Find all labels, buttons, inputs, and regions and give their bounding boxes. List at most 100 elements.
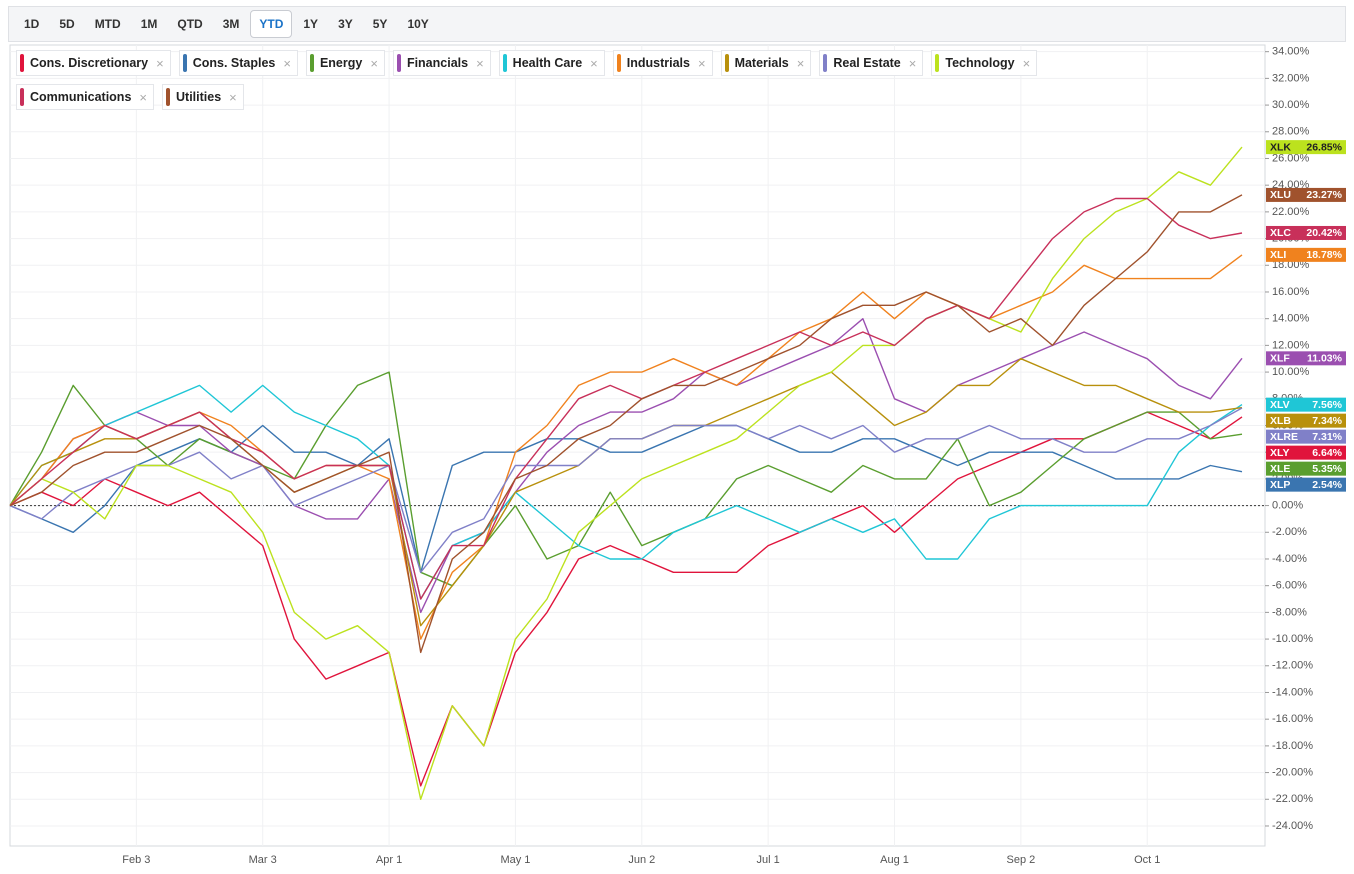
series-line <box>9 411 1243 787</box>
legend-remove[interactable]: × <box>697 55 706 71</box>
y-tick-label: -2.00% <box>1272 526 1307 538</box>
end-label-ticker: XLP <box>1270 479 1290 491</box>
range-button[interactable]: 3Y <box>338 17 353 31</box>
end-label: XLI 18.78% <box>1266 247 1346 262</box>
legend-item[interactable]: Materials × <box>720 50 812 76</box>
y-tick-label: 22.00% <box>1272 206 1310 218</box>
x-tick-label: Oct 1 <box>1134 854 1160 866</box>
legend: Cons. Discretionary × Cons. Staples × Energy… <box>16 50 1136 110</box>
legend-remove[interactable]: × <box>796 55 805 71</box>
range-bar: 1D 5D MTD 1M QTD 3M YTD 1Y 3Y 5Y 10Y <box>8 6 1346 42</box>
end-label-value: 23.27% <box>1306 189 1342 201</box>
end-label-box <box>1266 140 1346 155</box>
end-label-value: 6.64% <box>1312 447 1342 459</box>
legend-label: Cons. Discretionary <box>30 56 149 70</box>
y-tick-label: -16.00% <box>1272 713 1313 725</box>
legend-remove[interactable]: × <box>476 55 484 71</box>
end-label: XLP 2.54% <box>1266 477 1346 492</box>
legend-remove[interactable]: × <box>370 55 378 71</box>
legend-item[interactable]: Utilities × <box>162 84 244 110</box>
legend-swatch <box>182 54 187 72</box>
range-button[interactable]: 1D <box>24 17 40 31</box>
end-label-box <box>1266 477 1346 492</box>
legend-label: Utilities <box>176 90 222 104</box>
end-label: XLRE 7.31% <box>1266 429 1346 444</box>
y-tick-label: -24.00% <box>1272 820 1313 832</box>
legend-remove[interactable]: × <box>156 55 164 71</box>
legend-swatch <box>935 54 940 72</box>
y-tick-label: 12.00% <box>1272 339 1310 351</box>
y-tick-label: 26.00% <box>1272 152 1310 164</box>
end-label-ticker: XLV <box>1270 399 1290 411</box>
legend-item[interactable]: Cons. Discretionary × <box>16 50 171 76</box>
y-tick-label: 14.00% <box>1272 313 1310 325</box>
legend-item[interactable]: Real Estate × <box>819 50 924 76</box>
legend-label: Materials <box>734 56 789 70</box>
end-label-ticker: XLK <box>1270 141 1291 153</box>
range-button[interactable]: 1Y <box>303 17 319 31</box>
legend-label: Health Care <box>512 56 583 70</box>
end-label-value: 18.78% <box>1306 249 1342 261</box>
end-label: XLY 6.64% <box>1266 445 1346 460</box>
legend-item[interactable]: Financials × <box>392 50 491 76</box>
x-tick-label: Sep 2 <box>1006 854 1035 866</box>
legend-remove[interactable]: × <box>590 55 598 71</box>
legend-swatch <box>309 54 314 72</box>
range-button[interactable]: YTD <box>250 10 293 38</box>
end-label-box <box>1266 461 1346 476</box>
legend-item[interactable]: Industrials × <box>612 50 713 76</box>
x-tick-label: Apr 1 <box>376 854 402 866</box>
range-button[interactable]: MTD <box>94 17 121 31</box>
end-label: XLU 23.27% <box>1266 187 1346 202</box>
legend-label: Cons. Staples <box>192 56 276 70</box>
legend-label: Technology <box>945 56 1015 70</box>
legend-item[interactable]: Communications × <box>16 84 154 110</box>
end-label-value: 26.85% <box>1306 141 1342 153</box>
legend-item[interactable]: Technology × <box>931 50 1038 76</box>
legend-remove[interactable]: × <box>1022 55 1031 71</box>
legend-item[interactable]: Energy × <box>305 50 385 76</box>
y-tick-label: 28.00% <box>1272 126 1310 138</box>
x-tick-label: Feb 3 <box>122 854 150 866</box>
end-label-value: 2.54% <box>1312 479 1342 491</box>
end-label-value: 20.42% <box>1306 227 1342 239</box>
legend-remove[interactable]: × <box>139 89 147 105</box>
end-label-box <box>1266 351 1346 366</box>
range-button[interactable]: QTD <box>177 17 203 31</box>
end-label-box <box>1266 429 1346 444</box>
y-tick-label: 30.00% <box>1272 99 1310 111</box>
legend-remove[interactable]: × <box>908 55 917 71</box>
legend-item[interactable]: Health Care × <box>498 50 605 76</box>
y-tick-label: -20.00% <box>1272 766 1313 778</box>
end-label-value: 7.34% <box>1312 415 1342 427</box>
series-line <box>9 194 1243 654</box>
end-label-box <box>1266 187 1346 202</box>
end-label-ticker: XLY <box>1270 447 1289 459</box>
end-label-ticker: XLU <box>1270 189 1291 201</box>
range-button[interactable]: 3M <box>222 17 240 31</box>
range-button[interactable]: 10Y <box>407 17 429 31</box>
y-tick-label: 32.00% <box>1272 72 1310 84</box>
end-label-value: 11.03% <box>1307 353 1343 365</box>
legend-swatch <box>20 54 24 72</box>
legend-item[interactable]: Cons. Staples × <box>178 50 298 76</box>
end-label: XLE 5.35% <box>1266 461 1346 476</box>
x-tick-label: Mar 3 <box>249 854 277 866</box>
y-tick-label: -12.00% <box>1272 660 1313 672</box>
legend-remove[interactable]: × <box>229 89 237 105</box>
y-tick-label: -22.00% <box>1272 793 1313 805</box>
legend-remove[interactable]: × <box>283 55 291 71</box>
legend-label: Real Estate <box>833 56 901 70</box>
end-label-ticker: XLI <box>1270 249 1286 261</box>
end-label-ticker: XLF <box>1270 353 1290 365</box>
series-line <box>9 197 1243 600</box>
range-button[interactable]: 1M <box>140 17 158 31</box>
y-tick-label: 34.00% <box>1272 46 1310 58</box>
range-button[interactable]: 5Y <box>372 17 388 31</box>
y-tick-label: -18.00% <box>1272 740 1313 752</box>
y-tick-label: -14.00% <box>1272 686 1313 698</box>
end-label: XLB 7.34% <box>1266 413 1346 428</box>
range-button[interactable]: 5D <box>59 17 75 31</box>
legend-label: Industrials <box>626 56 690 70</box>
